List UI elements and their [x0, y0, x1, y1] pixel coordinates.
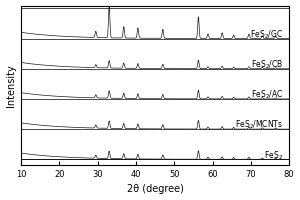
- Text: FeS$_2$/CB: FeS$_2$/CB: [251, 59, 284, 71]
- Text: FeS$_2$/GC: FeS$_2$/GC: [250, 28, 284, 41]
- Text: FeS$_2$/AC: FeS$_2$/AC: [251, 89, 284, 101]
- Text: FeS$_2$: FeS$_2$: [265, 149, 284, 162]
- X-axis label: 2θ (degree): 2θ (degree): [127, 184, 184, 194]
- Y-axis label: Intensity: Intensity: [6, 64, 16, 107]
- Text: FeS$_2$/MCNTs: FeS$_2$/MCNTs: [235, 119, 284, 131]
